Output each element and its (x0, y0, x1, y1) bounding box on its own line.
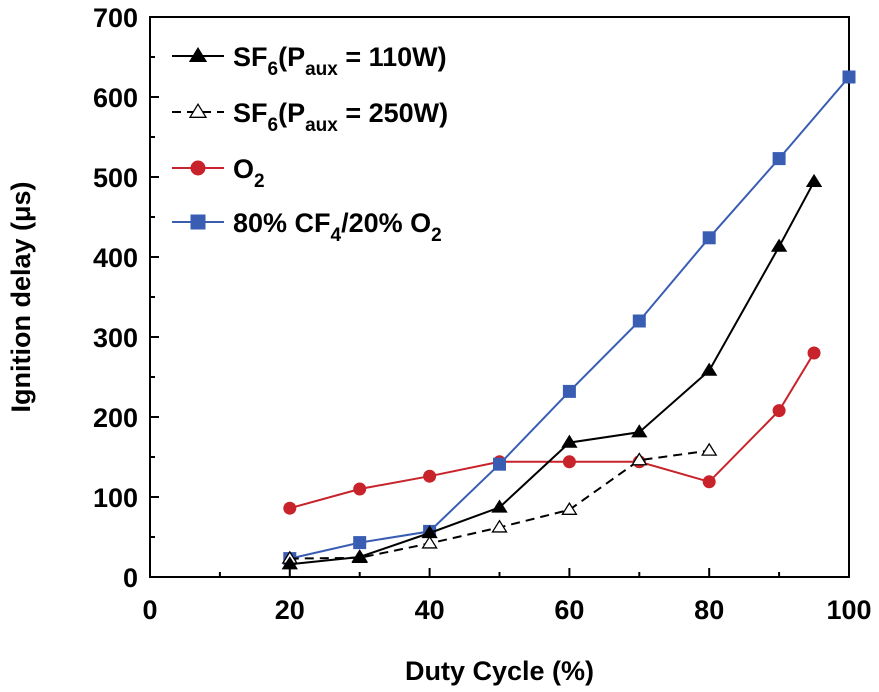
data-point (805, 173, 823, 187)
data-point (562, 455, 576, 469)
data-point (421, 525, 438, 539)
data-point (561, 501, 578, 515)
data-point (631, 452, 648, 466)
data-point (701, 442, 718, 456)
series-2 (283, 346, 821, 515)
axes: 0 20 40 60 80 100 0 100 200 300 400 500 600 700 (93, 3, 872, 625)
legend-label: O2 (233, 154, 265, 192)
data-point (353, 536, 367, 550)
data-point (561, 434, 578, 448)
data-point (772, 404, 786, 418)
legend-entry: 80% CF4/20% O2 (172, 208, 442, 246)
y-tick-label: 600 (93, 83, 138, 113)
data-point (188, 46, 208, 62)
series-line (289, 181, 815, 566)
series-line (289, 352, 815, 510)
y-tick-label: 100 (93, 483, 138, 513)
series-3 (283, 70, 856, 566)
plot-area (281, 70, 856, 570)
legend-label: SF6(Paux = 110W) (233, 42, 447, 80)
y-tick-label: 500 (93, 163, 138, 193)
y-tick-label: 400 (93, 243, 138, 273)
data-point (353, 482, 367, 496)
data-point (701, 362, 718, 376)
legend: SF6(Paux = 110W) SF6(Paux = 250W) O2 80% CF… (172, 42, 448, 246)
y-tick-label: 700 (93, 3, 138, 33)
data-point (421, 535, 438, 549)
y-axis-title: Ignition delay (μs) (6, 181, 36, 412)
data-point (281, 556, 298, 570)
data-point (493, 457, 506, 471)
y-tick-label: 200 (93, 403, 138, 433)
data-point (188, 102, 208, 118)
legend-entry: SF6(Paux = 250W) (172, 98, 448, 136)
data-point (770, 238, 788, 252)
data-point (702, 231, 716, 245)
legend-entry: SF6(Paux = 110W) (172, 42, 447, 80)
data-point (491, 499, 508, 513)
x-tick-label: 0 (142, 595, 157, 625)
y-tick-label: 0 (123, 563, 138, 593)
data-point (423, 469, 437, 483)
data-point (772, 152, 786, 166)
x-axis-title: Duty Cycle (%) (405, 656, 594, 686)
legend-entry: O2 (172, 154, 265, 192)
data-point (351, 549, 368, 563)
data-point (491, 519, 508, 533)
x-tick-label: 20 (275, 595, 305, 625)
legend-label: SF6(Paux = 250W) (233, 98, 448, 136)
data-point (190, 160, 206, 176)
x-tick-label: 60 (554, 595, 584, 625)
data-point (702, 475, 716, 489)
series-0 (281, 173, 823, 570)
x-tick-label: 40 (415, 595, 445, 625)
data-point (807, 346, 821, 360)
data-point (631, 424, 648, 438)
data-point (283, 501, 297, 515)
y-tick-label: 300 (93, 323, 138, 353)
data-point (190, 214, 206, 230)
data-point (842, 70, 856, 84)
x-tick-label: 100 (826, 595, 871, 625)
data-point (632, 314, 646, 328)
data-point (562, 384, 576, 398)
legend-label: 80% CF4/20% O2 (233, 208, 442, 246)
x-tick-label: 80 (694, 595, 724, 625)
